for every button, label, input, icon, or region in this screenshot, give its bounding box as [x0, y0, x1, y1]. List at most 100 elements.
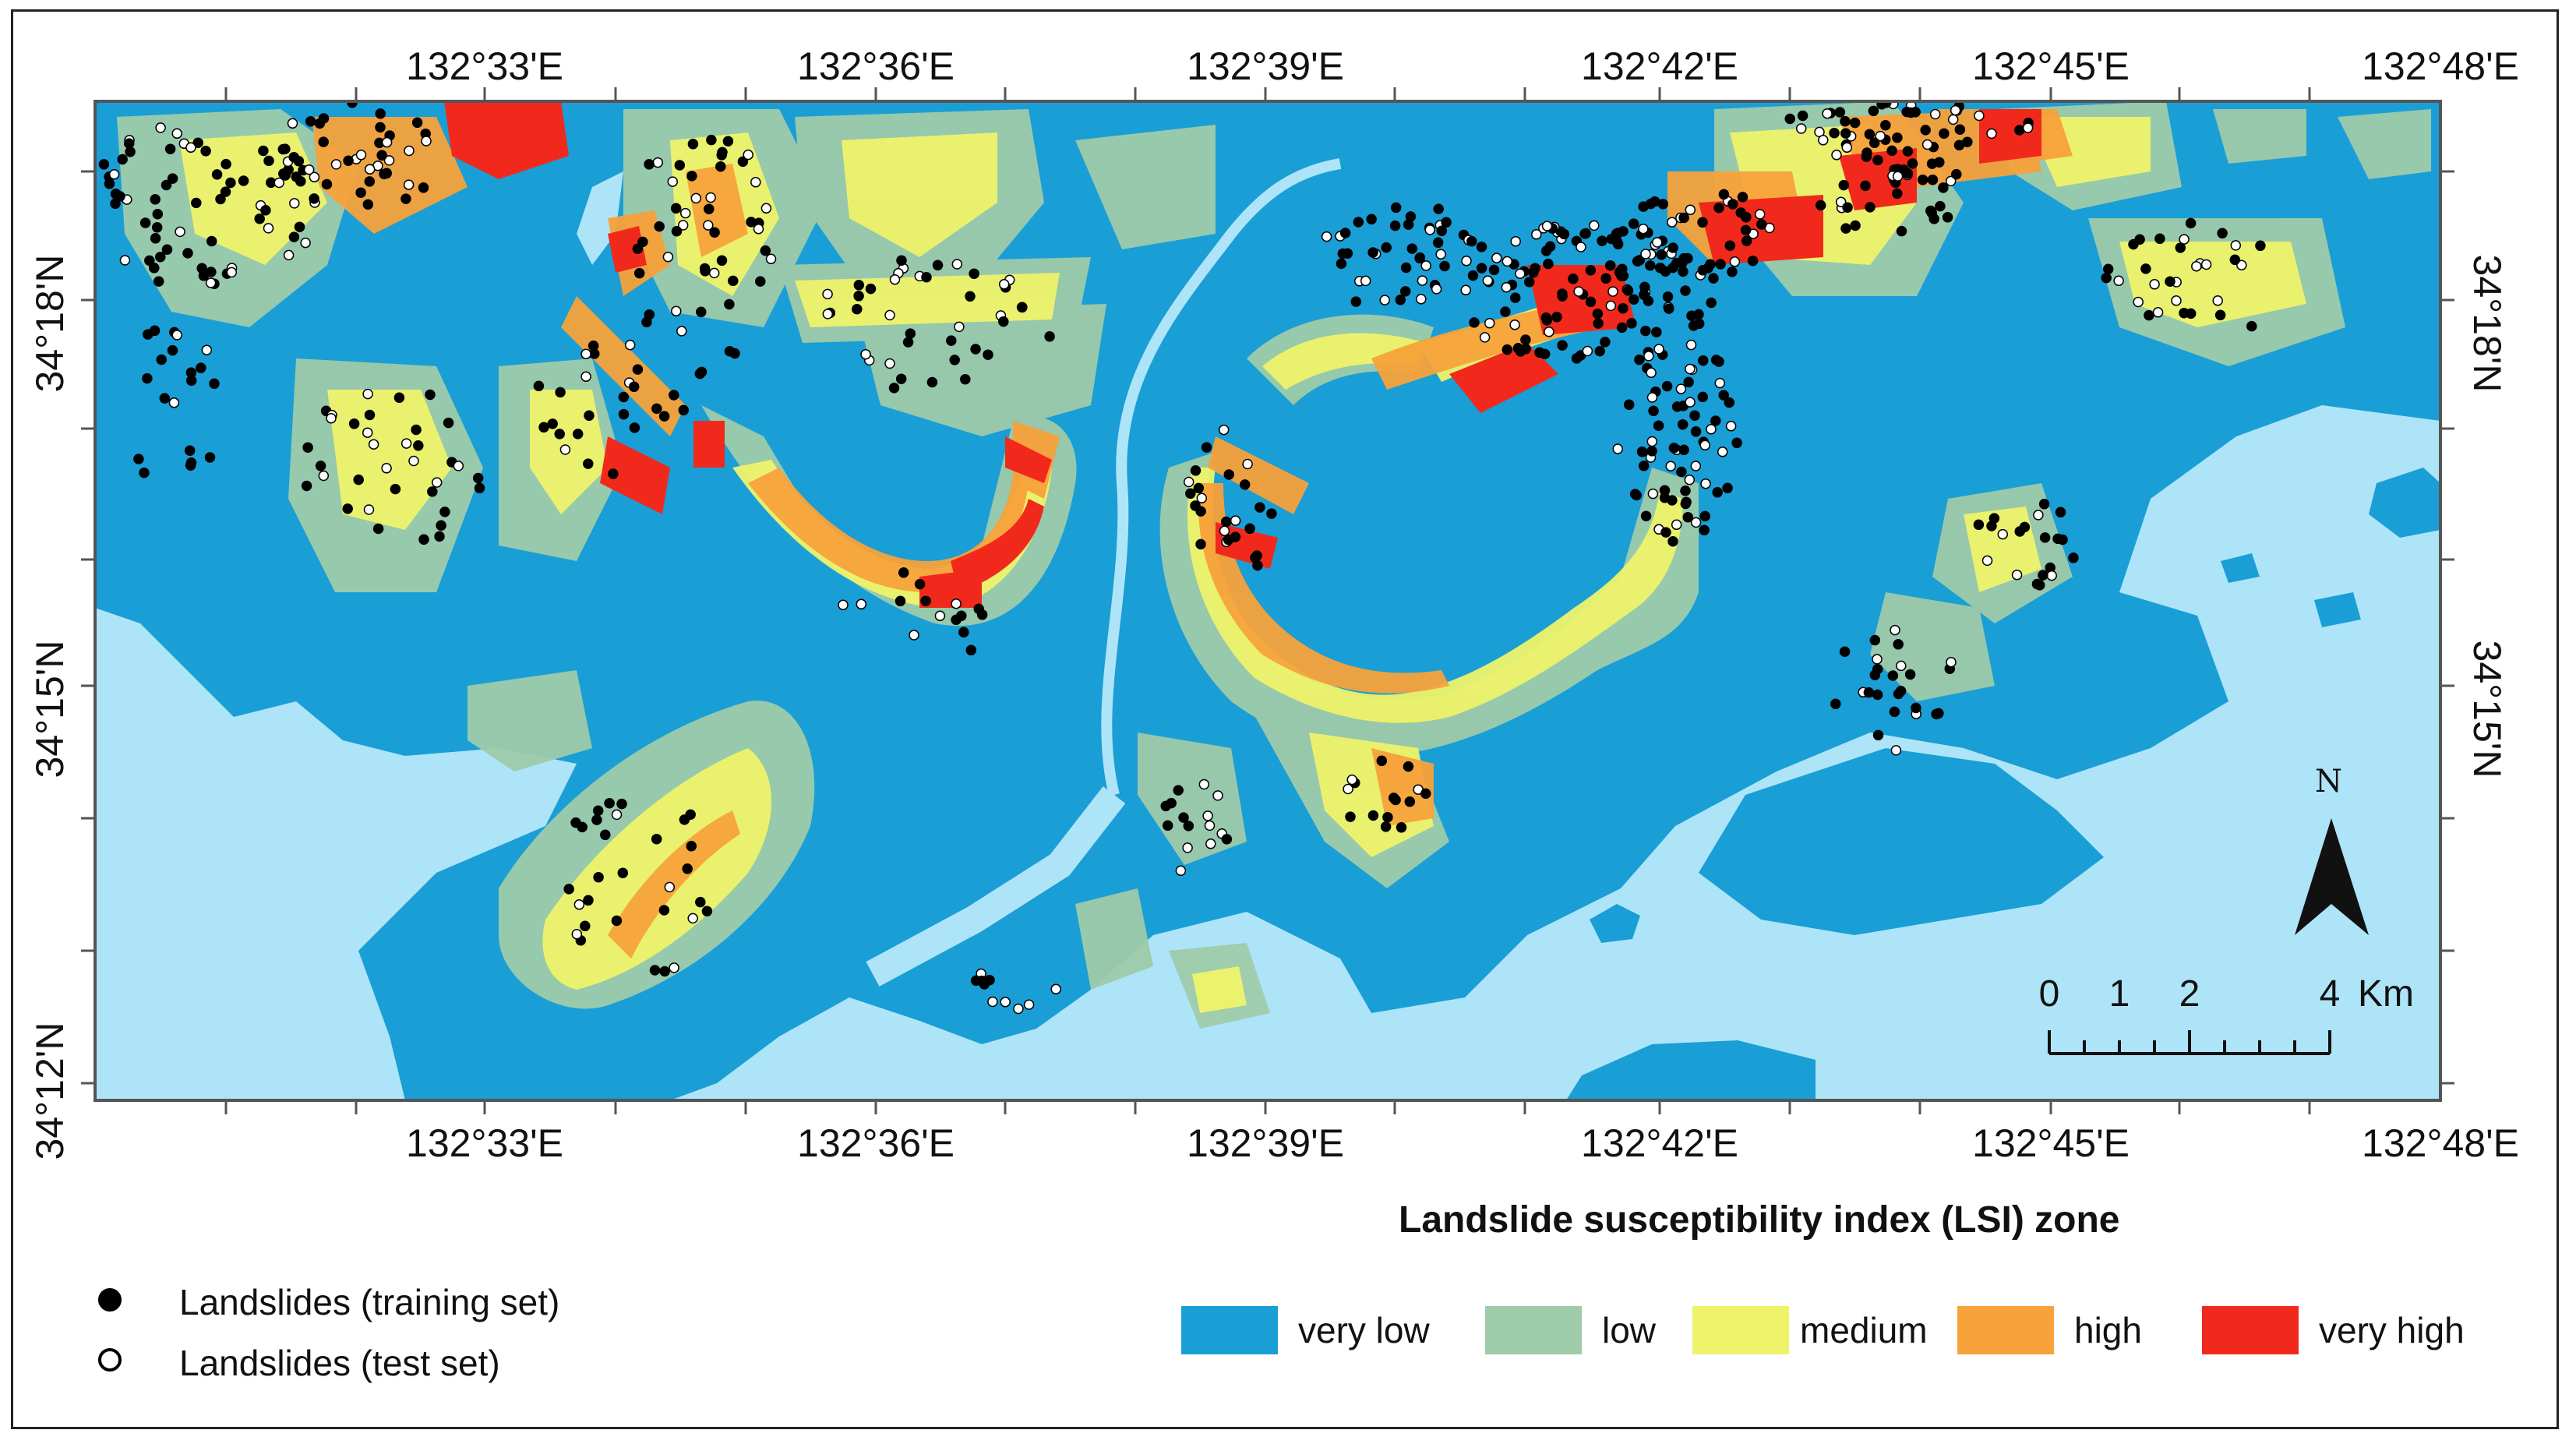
test-landslide-point — [1822, 108, 1833, 119]
training-landslide-point — [608, 468, 619, 479]
test-landslide-point — [1729, 256, 1741, 267]
test-landslide-point — [1196, 493, 1208, 504]
test-landslide-point — [667, 176, 679, 187]
test-landslide-point — [383, 155, 395, 166]
test-landslide-point — [559, 444, 571, 455]
top-lon-label: 132°39'E — [1187, 44, 1344, 88]
training-landslide-point — [161, 179, 172, 191]
training-landslide-point — [865, 283, 877, 295]
training-landslide-point — [611, 915, 623, 927]
training-landslide-point — [342, 503, 353, 514]
training-landslide-point — [2165, 276, 2175, 287]
training-landslide-point — [618, 408, 630, 420]
training-landslide-point — [1834, 107, 1846, 118]
training-landslide-point — [1568, 274, 1579, 284]
test-landslide-point — [1946, 656, 1957, 668]
training-landslide-point — [728, 275, 739, 287]
training-landslide-point — [2031, 578, 2043, 590]
test-landslide-point — [1360, 275, 1371, 287]
training-landslide-point — [1162, 820, 1173, 831]
graticule-ticks — [81, 87, 2454, 1114]
training-landslide-point — [682, 863, 693, 874]
training-landslide-point — [699, 263, 711, 274]
test-landslide-point — [362, 427, 373, 438]
test-landslide-point — [1646, 436, 1658, 447]
training-landslide-point — [2068, 553, 2079, 563]
test-landslide-point — [1646, 392, 1658, 403]
training-landslide-point — [221, 158, 231, 170]
training-landslide-point — [150, 233, 161, 244]
training-landslide-point — [1636, 446, 1648, 457]
training-landslide-point — [1622, 285, 1634, 296]
test-landslide-point — [1947, 114, 1959, 125]
training-landslide-point — [2140, 263, 2151, 274]
test-landslide-point — [201, 344, 213, 355]
test-landslide-point — [1417, 275, 1428, 286]
training-landslide-point — [1406, 243, 1418, 254]
test-landslide-point — [2046, 570, 2057, 581]
test-landslide-point — [2191, 260, 2202, 272]
training-landslide-point — [600, 829, 611, 841]
training-landslide-point — [184, 445, 196, 456]
training-landslide-point — [1667, 242, 1678, 253]
test-landslide-point — [1612, 443, 1623, 454]
test-landslide-point — [381, 136, 393, 148]
training-landslide-point — [1892, 132, 1903, 143]
training-landslide-point — [1864, 129, 1876, 139]
training-landslide-point — [1699, 524, 1710, 536]
training-landslide-point — [318, 136, 329, 147]
test-landslide-point — [760, 203, 772, 214]
training-landslide-point — [364, 409, 376, 421]
training-landslide-point — [1656, 249, 1667, 260]
training-landslide-point — [2102, 263, 2114, 275]
test-landslide-point — [679, 207, 691, 219]
training-landslide-point — [196, 362, 206, 373]
land-south-island — [1566, 1040, 1816, 1100]
test-landslide-point — [205, 277, 217, 288]
training-landslide-point — [2055, 507, 2066, 518]
training-landslide-point — [215, 193, 226, 205]
test-landslide-point — [1795, 123, 1807, 134]
training-landslide-point — [729, 348, 740, 359]
test-landslide-point — [1974, 110, 1985, 122]
training-landslide-point — [932, 259, 944, 271]
training-landslide-point — [1528, 267, 1539, 278]
training-landslide-point — [973, 603, 984, 615]
training-landslide-point — [1044, 331, 1055, 342]
training-landslide-point — [1250, 552, 1261, 563]
training-landslide-point — [1927, 174, 1939, 185]
training-landslide-point — [220, 186, 231, 197]
training-landslide-point — [563, 884, 574, 895]
training-landslide-point — [161, 244, 173, 255]
training-landslide-point — [1592, 308, 1604, 320]
training-landslide-point — [149, 263, 160, 274]
training-landslide-point — [1585, 265, 1597, 276]
training-landslide-point — [1660, 527, 1671, 538]
test-landslide-point — [1945, 175, 1957, 187]
training-landslide-point — [1500, 306, 1511, 317]
north-arrow — [2295, 818, 2369, 935]
test-landslide-point — [987, 996, 998, 1008]
training-landslide-point — [117, 154, 128, 165]
legend-label-very-low: very low — [1298, 1310, 1430, 1350]
training-landslide-point — [1712, 487, 1723, 498]
land-east-islet — [2221, 553, 2260, 583]
training-landslide-point — [1872, 154, 1883, 166]
training-landslide-point — [716, 255, 728, 267]
legend-swatch-very-low — [1181, 1306, 1278, 1354]
training-landslide-point — [970, 344, 981, 355]
test-landslide-point — [1202, 810, 1213, 821]
training-landslide-point — [1469, 317, 1480, 328]
training-landslide-point — [418, 182, 429, 193]
training-landslide-point — [1668, 443, 1680, 454]
test-landslide-point — [1647, 488, 1659, 500]
training-landslide-point — [1839, 646, 1851, 657]
training-landslide-point — [1727, 199, 1738, 210]
training-landslide-point — [658, 411, 670, 422]
test-landslide-point — [2212, 295, 2223, 306]
training-landslide-point — [152, 208, 164, 220]
training-landslide-point — [1920, 125, 1931, 136]
training-landslide-point — [1680, 498, 1692, 510]
training-landslide-point — [1887, 670, 1899, 681]
training-landslide-point — [538, 422, 549, 433]
